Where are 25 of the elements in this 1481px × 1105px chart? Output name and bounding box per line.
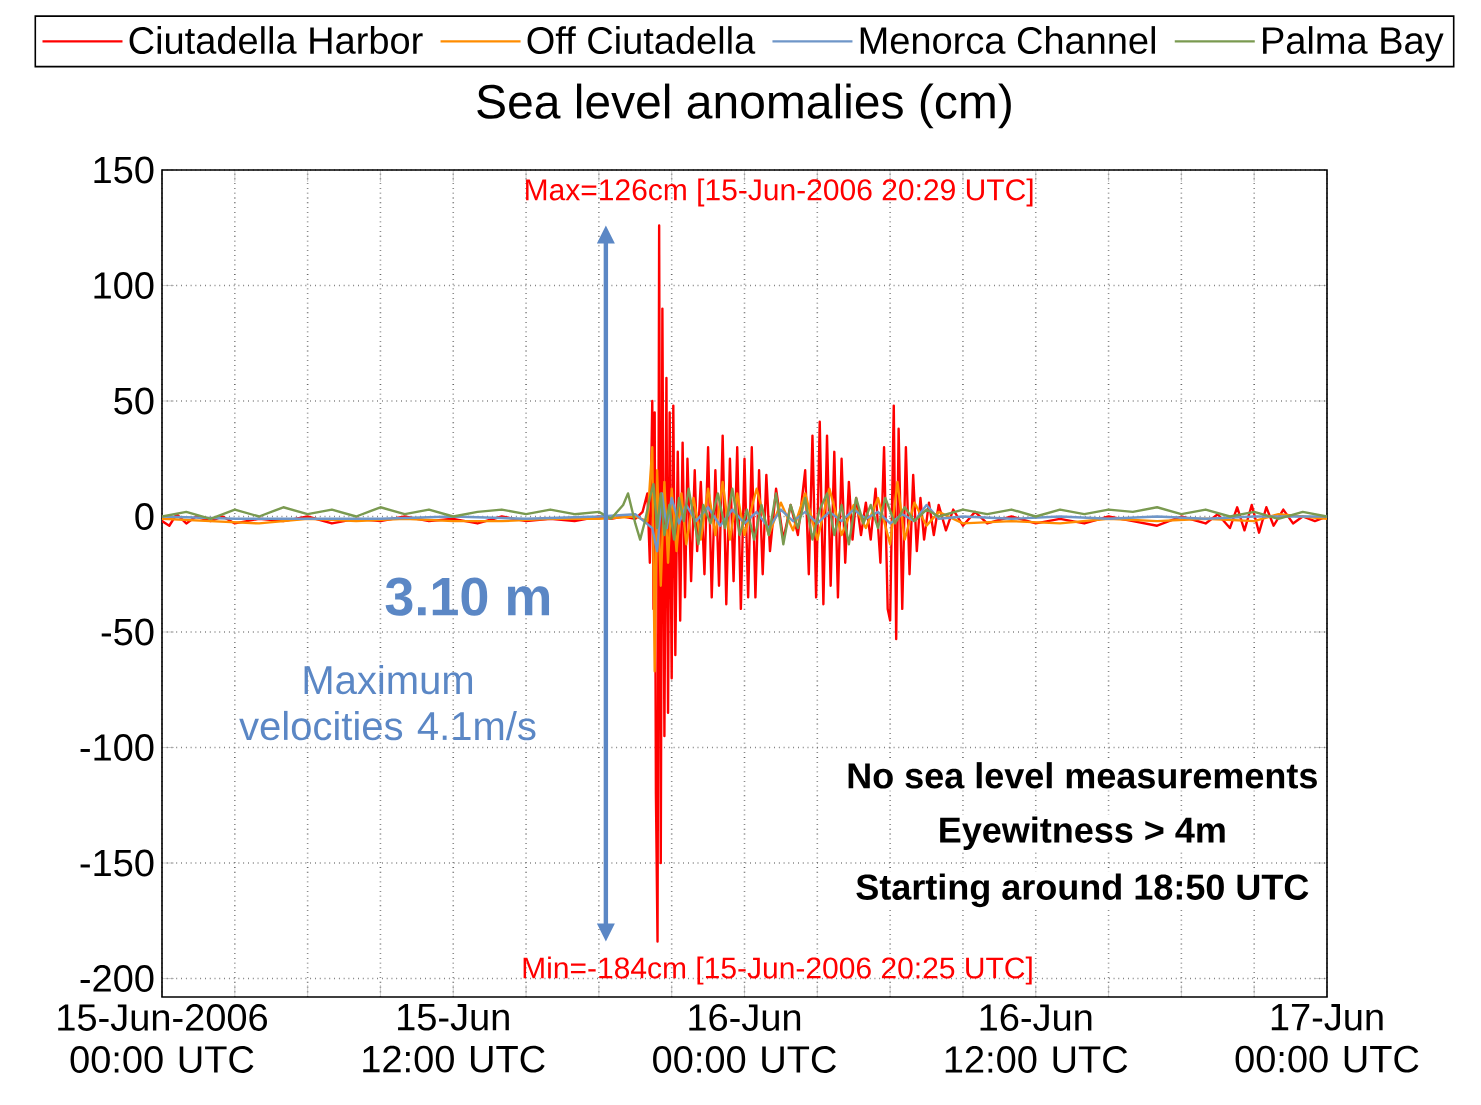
chart-title: Sea level anomalies (cm): [477, 83, 1011, 129]
x-tick-label: 15-Jun-2006 00:00 UTC: [58, 1004, 267, 1073]
annotation: Maximum velocities 4.1m/s: [239, 664, 536, 741]
annotation: Eyewitness > 4m: [940, 816, 1225, 851]
annotation: Min=-184cm [15-Jun-2006 20:25 UTC]: [523, 956, 1032, 985]
x-tick-label: 15-Jun 12:00 UTC: [363, 1004, 545, 1073]
x-tick-label: 16-Jun 00:00 UTC: [653, 1004, 836, 1073]
y-tick-label: -100: [80, 734, 154, 761]
y-tick-label: -200: [80, 965, 154, 992]
annotation: Starting around 18:50 UTC: [856, 873, 1309, 908]
legend-label: Off Ciutadella: [527, 26, 756, 55]
legend-label: Palma Bay: [1263, 26, 1444, 62]
legend-label: Ciutadella Harbor: [129, 26, 423, 55]
annotation: Max=126cm [15-Jun-2006 20:29 UTC]: [526, 178, 1033, 207]
annotation: No sea level measurements: [848, 762, 1317, 789]
annotation: 3.10 m: [385, 577, 550, 616]
x-tick-label: 16-Jun 12:00 UTC: [945, 1004, 1128, 1073]
y-tick-label: 0: [135, 503, 154, 530]
x-tick-label: 17-Jun 00:00 UTC: [1235, 1004, 1419, 1073]
legend-label: Menorca Channel: [860, 26, 1155, 55]
y-tick-label: 150: [94, 156, 154, 184]
y-tick-label: 50: [114, 387, 154, 415]
y-tick-label: -150: [80, 849, 154, 877]
y-tick-label: -50: [101, 618, 154, 646]
y-tick-label: 100: [94, 272, 154, 299]
